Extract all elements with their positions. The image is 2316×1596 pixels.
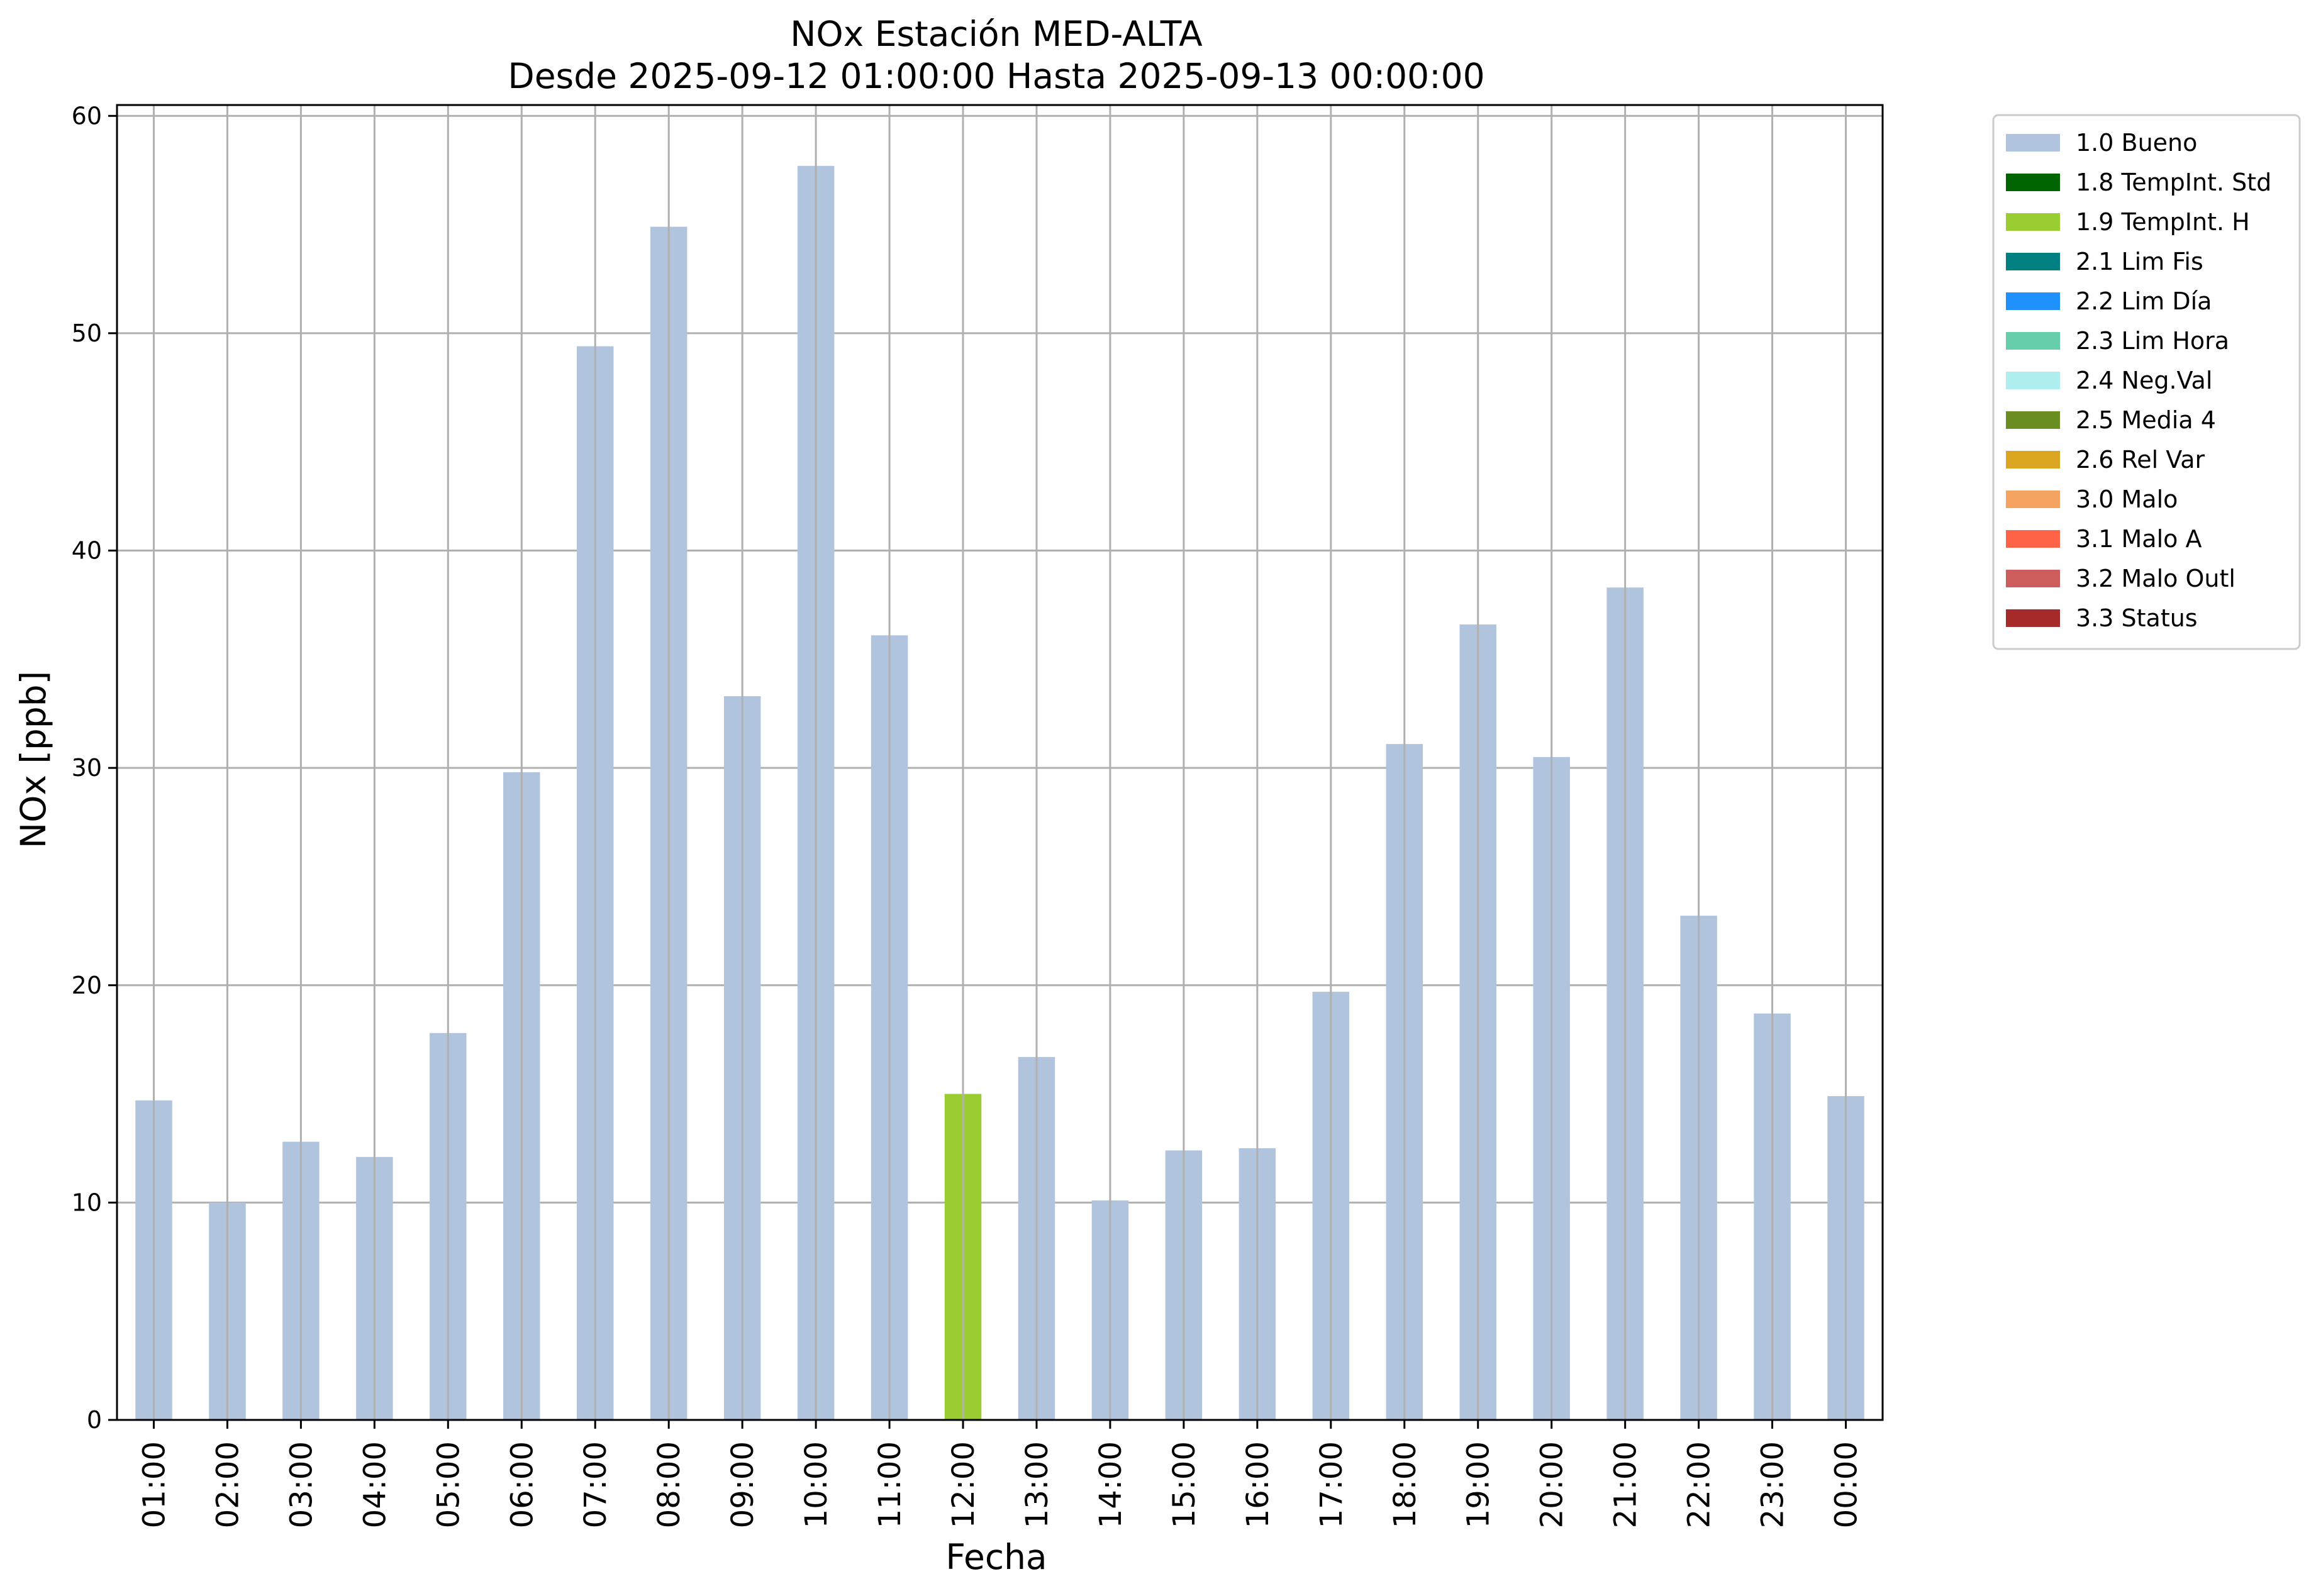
axes xyxy=(108,104,1884,1429)
x-tick-label: 18:00 xyxy=(1388,1441,1423,1528)
y-tick-label: 10 xyxy=(72,1189,102,1216)
chart-subtitle: Desde 2025-09-12 01:00:00 Hasta 2025-09-… xyxy=(508,56,1484,96)
x-tick-label: 02:00 xyxy=(210,1441,245,1528)
legend-box xyxy=(1992,114,2301,650)
legend-swatch xyxy=(2006,253,2060,270)
legend-label: 2.4 Neg.Val xyxy=(2076,367,2212,394)
x-tick-label: 01:00 xyxy=(136,1441,172,1528)
legend-label: 3.2 Malo Outl xyxy=(2076,565,2235,592)
x-tick-label: 06:00 xyxy=(504,1441,540,1528)
bars xyxy=(135,105,1864,1421)
y-tick-label: 0 xyxy=(87,1406,102,1434)
y-tick-labels: 0 10 20 30 40 50 60 xyxy=(72,102,102,1434)
y-tick-label: 30 xyxy=(72,754,102,782)
x-tick-label: 09:00 xyxy=(725,1441,760,1528)
x-tick-label: 12:00 xyxy=(946,1441,981,1528)
legend-swatch xyxy=(2006,609,2060,627)
legend-swatch xyxy=(2006,213,2060,231)
x-tick-label: 10:00 xyxy=(799,1441,834,1528)
legend-label: 3.3 Status xyxy=(2076,604,2198,632)
legend-label: 2.3 Lim Hora xyxy=(2076,327,2229,355)
legend-label: 2.2 Lim Día xyxy=(2076,287,2212,315)
legend-label: 1.9 TempInt. H xyxy=(2076,208,2250,236)
x-tick-label: 04:00 xyxy=(357,1441,392,1528)
x-tick-label: 05:00 xyxy=(431,1441,466,1528)
legend-swatch xyxy=(2006,490,2060,508)
legend-swatch xyxy=(2006,134,2060,152)
legend-label: 3.1 Malo A xyxy=(2076,525,2202,553)
x-tick-label: 08:00 xyxy=(652,1441,687,1528)
x-axis-label: Fecha xyxy=(945,1537,1047,1577)
legend-swatch xyxy=(2006,530,2060,548)
x-tick-label: 14:00 xyxy=(1093,1441,1128,1528)
plot-frame xyxy=(116,104,1884,1421)
legend-swatch xyxy=(2006,570,2060,587)
legend-swatch xyxy=(2006,372,2060,389)
x-tick-label: 21:00 xyxy=(1608,1441,1644,1528)
legend-swatch xyxy=(2006,332,2060,350)
x-tick-label: 23:00 xyxy=(1756,1441,1791,1528)
x-tick-label: 17:00 xyxy=(1314,1441,1349,1528)
legend-label: 2.5 Media 4 xyxy=(2076,406,2216,434)
legend-swatch xyxy=(2006,411,2060,429)
legend-swatch xyxy=(2006,292,2060,310)
legend-swatch xyxy=(2006,174,2060,191)
y-tick-label: 20 xyxy=(72,972,102,999)
grid-lines xyxy=(117,114,1883,1421)
legend: 1.0 Bueno 1.8 TempInt. Std 1.9 TempInt. H 2… xyxy=(1992,114,2301,650)
legend-label: 1.0 Bueno xyxy=(2076,129,2197,157)
x-tick-label: 03:00 xyxy=(284,1441,319,1528)
legend-label: 2.1 Lim Fis xyxy=(2076,248,2203,275)
x-tick-label: 07:00 xyxy=(578,1441,613,1528)
y-axis-label: NOx [ppb] xyxy=(13,671,53,848)
y-tick-label: 40 xyxy=(72,537,102,565)
legend-label: 1.8 TempInt. Std xyxy=(2076,169,2271,196)
x-tick-label: 22:00 xyxy=(1682,1441,1717,1528)
x-tick-label: 15:00 xyxy=(1167,1441,1202,1528)
y-tick-label: 50 xyxy=(72,319,102,347)
x-tick-label: 19:00 xyxy=(1461,1441,1496,1528)
x-tick-label: 16:00 xyxy=(1240,1441,1276,1528)
x-tick-label: 11:00 xyxy=(872,1441,908,1528)
x-tick-label: 00:00 xyxy=(1829,1441,1864,1528)
legend-swatch xyxy=(2006,451,2060,468)
legend-label: 3.0 Malo xyxy=(2076,485,2178,513)
chart-title: NOx Estación MED-ALTA xyxy=(790,14,1203,54)
x-tick-labels: 01:00 02:00 03:00 04:00 05:00 06:00 07:00 08:00… xyxy=(136,1441,1864,1528)
x-tick-label: 13:00 xyxy=(1020,1441,1055,1528)
x-tick-label: 20:00 xyxy=(1535,1441,1570,1528)
y-tick-label: 60 xyxy=(72,102,102,130)
legend-label: 2.6 Rel Var xyxy=(2076,446,2205,474)
